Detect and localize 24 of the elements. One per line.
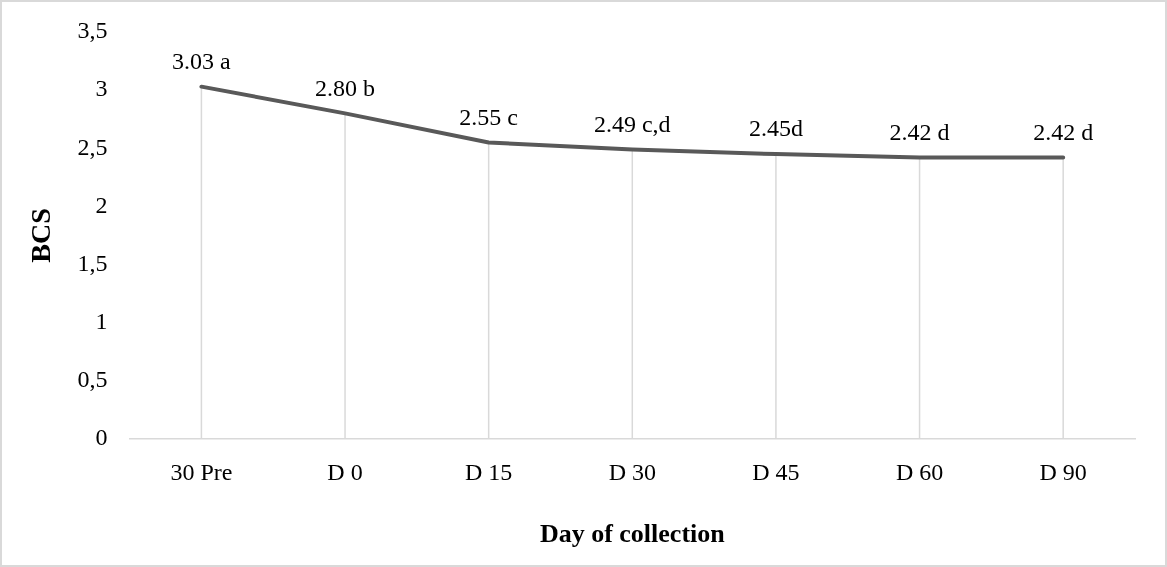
x-tick-label: D 15 [465, 458, 513, 485]
data-label: 2.80 b [315, 74, 376, 101]
x-tick-label: D 45 [752, 458, 800, 485]
data-label: 2.49 c,d [593, 110, 671, 137]
x-tick-label: D 90 [1039, 458, 1087, 485]
x-tick-label: D 30 [608, 458, 656, 485]
x-tick-label: D 60 [895, 458, 944, 485]
y-tick-label: 1,5 [77, 249, 108, 276]
y-tick-label: 0 [95, 424, 108, 451]
y-tick-label: 2,5 [77, 133, 108, 160]
x-tick-label: 30 Pre [170, 458, 233, 485]
data-label: 2.42 d [1033, 118, 1094, 145]
y-axis-title: BCS [25, 208, 57, 263]
data-label: 2.45d [748, 115, 803, 142]
data-label: 2.42 d [889, 118, 950, 145]
y-tick-label: 1 [95, 308, 108, 335]
y-tick-label: 3,5 [77, 17, 108, 44]
x-tick-label: D 0 [327, 458, 363, 485]
data-label: 2.55 c [459, 103, 518, 130]
data-label: 3.03 a [172, 47, 232, 74]
x-axis-title: Day of collection [539, 519, 726, 549]
y-tick-label: 0,5 [77, 366, 108, 393]
y-tick-label: 3 [95, 75, 108, 102]
y-tick-label: 2 [95, 191, 108, 218]
